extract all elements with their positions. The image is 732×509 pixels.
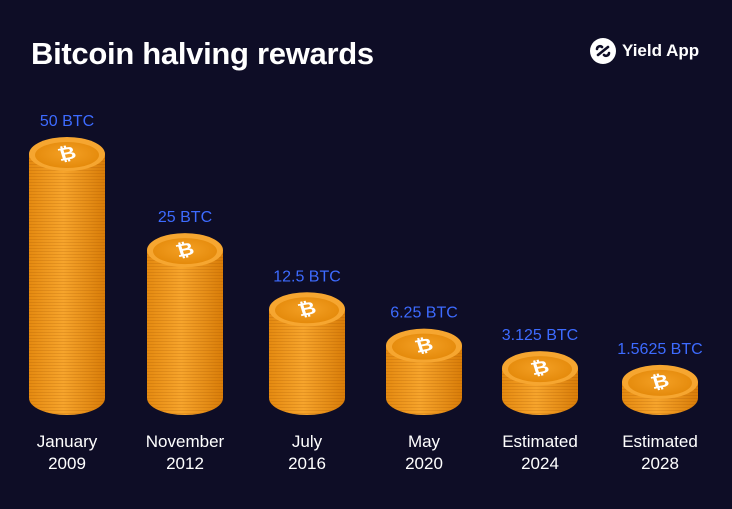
coin-stack-ridges xyxy=(269,309,345,415)
bitcoin-icon: ₿ xyxy=(648,371,671,393)
coin-top-face xyxy=(508,356,572,383)
bitcoin-icon: ₿ xyxy=(528,357,551,379)
value-label: 25 BTC xyxy=(158,209,212,226)
bitcoin-icon: ₿ xyxy=(412,335,435,357)
category-label: May xyxy=(408,432,441,451)
category-label: 2024 xyxy=(521,454,559,473)
bitcoin-icon: ₿ xyxy=(295,298,318,320)
value-label: 3.125 BTC xyxy=(502,327,578,344)
value-label: 6.25 BTC xyxy=(390,305,458,322)
bitcoin-icon: ₿ xyxy=(173,239,196,261)
coin-top-face xyxy=(275,297,339,324)
yield-app-logo-icon xyxy=(590,38,616,64)
category-label: 2028 xyxy=(641,454,679,473)
value-label: 50 BTC xyxy=(40,113,94,130)
category-label: 2016 xyxy=(288,454,326,473)
coin-stack-4: ₿ xyxy=(502,351,578,415)
coin-top-face xyxy=(628,369,692,396)
coin-stack-2: ₿ xyxy=(269,292,345,415)
coin-stack-0: ₿ xyxy=(29,137,105,415)
coin-stack-1: ₿ xyxy=(147,233,223,415)
category-label: January xyxy=(37,432,98,451)
category-label: November xyxy=(146,432,225,451)
coin-stack-ridges xyxy=(29,154,105,415)
brand-name: Yield App xyxy=(622,41,700,60)
coin-stack-ridges xyxy=(147,250,223,415)
coin-top-face xyxy=(392,333,456,360)
bitcoin-icon: ₿ xyxy=(55,143,78,165)
category-label: 2012 xyxy=(166,454,204,473)
category-label: Estimated xyxy=(622,432,698,451)
value-label: 12.5 BTC xyxy=(273,268,341,285)
coin-stack-3: ₿ xyxy=(386,328,462,415)
coin-stack-ridges xyxy=(386,345,462,415)
coin-stack-5: ₿ xyxy=(622,364,698,415)
coin-top-face xyxy=(153,238,217,265)
coin-top-face xyxy=(35,142,99,168)
category-label: 2020 xyxy=(405,454,443,473)
category-label: 2009 xyxy=(48,454,86,473)
page-title: Bitcoin halving rewards xyxy=(31,36,374,71)
value-label: 1.5625 BTC xyxy=(617,341,702,358)
brand-logo: Yield App xyxy=(590,38,699,64)
category-label: Estimated xyxy=(502,432,578,451)
category-label: July xyxy=(292,432,323,451)
